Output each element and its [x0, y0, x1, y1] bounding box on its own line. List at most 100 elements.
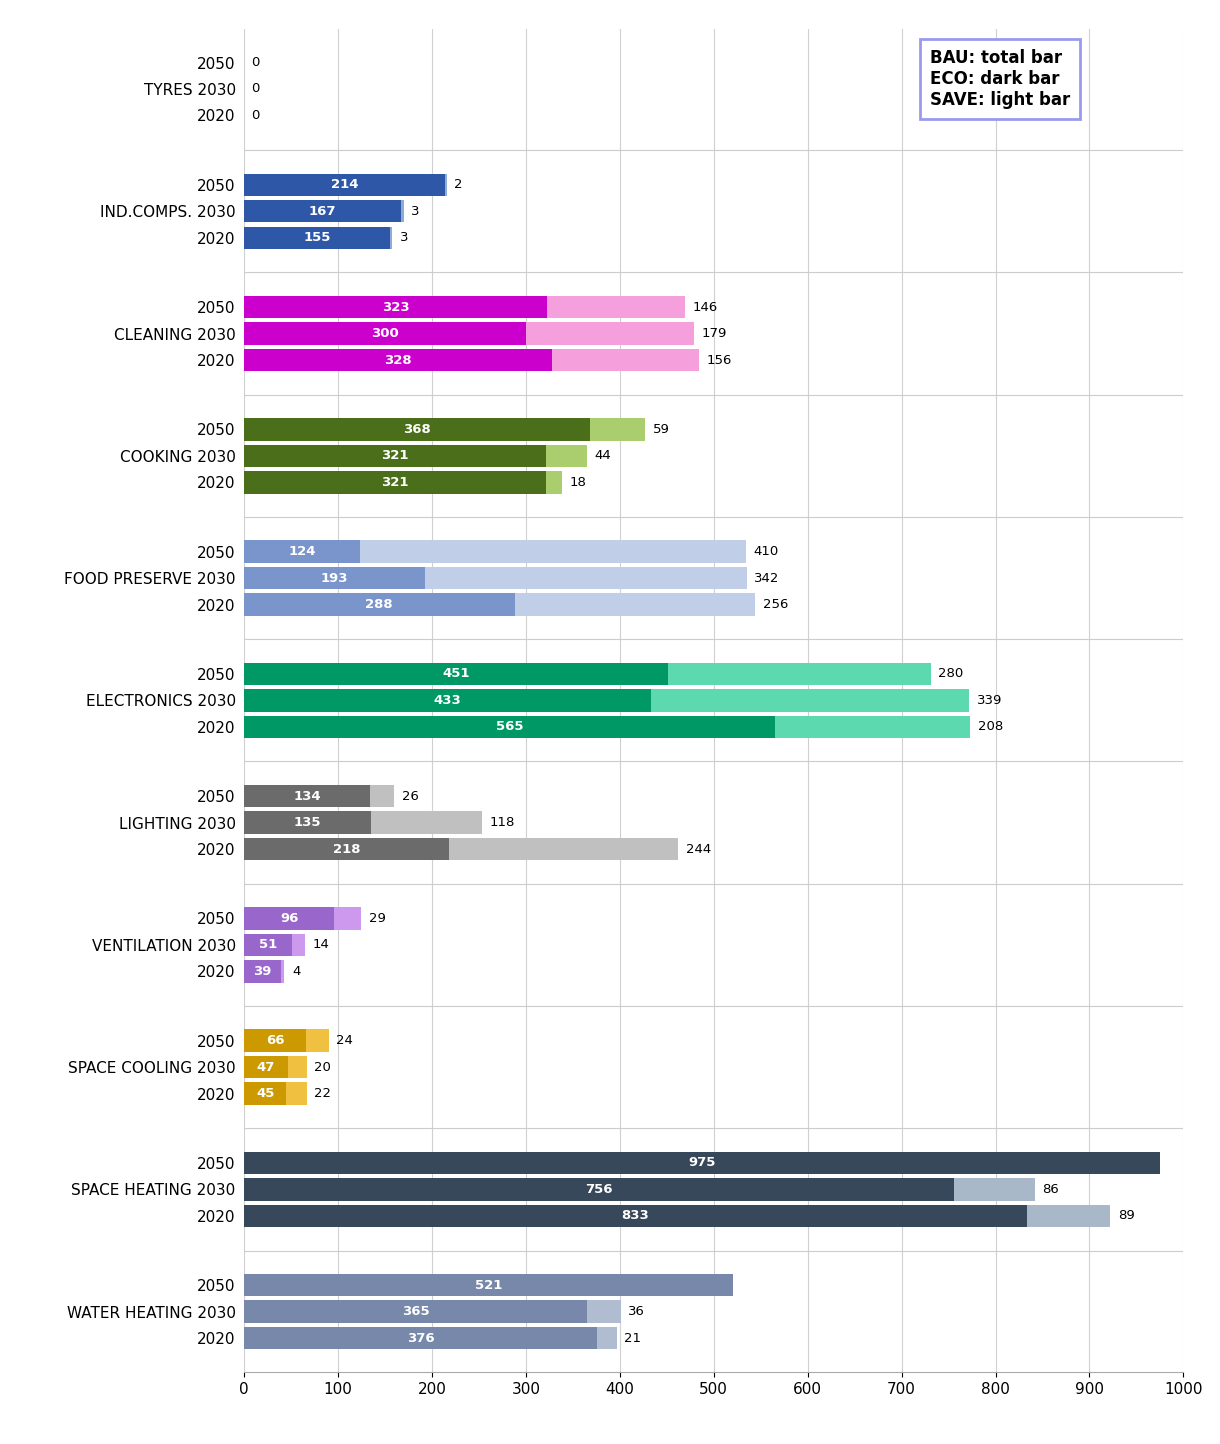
Bar	[288, 1056, 307, 1079]
Text: 451: 451	[442, 667, 470, 680]
Text: 833: 833	[621, 1210, 649, 1223]
Text: 51: 51	[259, 939, 277, 952]
Bar	[526, 322, 694, 345]
Text: 66: 66	[266, 1034, 284, 1047]
Text: 339: 339	[977, 693, 1002, 708]
Bar	[281, 960, 284, 982]
Text: 155: 155	[303, 231, 331, 244]
Text: 365: 365	[401, 1305, 429, 1318]
Text: 179: 179	[702, 326, 727, 339]
Bar	[244, 1030, 306, 1051]
Text: 39: 39	[253, 965, 272, 978]
Bar	[389, 227, 393, 248]
Bar	[244, 419, 589, 440]
Bar	[244, 960, 281, 982]
Bar	[292, 934, 305, 956]
Text: 118: 118	[489, 816, 515, 829]
Text: 20: 20	[315, 1061, 332, 1074]
Text: 321: 321	[381, 475, 409, 488]
Bar	[244, 201, 401, 222]
Text: 134: 134	[293, 790, 321, 803]
Bar	[360, 540, 745, 563]
Text: 96: 96	[279, 913, 298, 926]
Text: 47: 47	[257, 1061, 276, 1074]
Bar	[244, 471, 545, 494]
Bar	[244, 1301, 587, 1323]
Text: 14: 14	[312, 939, 329, 952]
Bar	[548, 296, 684, 318]
Bar	[449, 838, 678, 861]
Text: 214: 214	[331, 178, 359, 191]
Text: 167: 167	[309, 205, 337, 218]
Text: 288: 288	[366, 598, 393, 611]
Text: 24: 24	[336, 1034, 353, 1047]
Bar	[1026, 1204, 1110, 1227]
Bar	[244, 445, 545, 466]
Bar	[244, 716, 775, 738]
Text: 0: 0	[251, 108, 260, 121]
Text: 26: 26	[401, 790, 418, 803]
Text: 0: 0	[251, 82, 260, 95]
Text: 89: 89	[1118, 1210, 1135, 1223]
Bar	[244, 540, 360, 563]
Text: 4: 4	[292, 965, 300, 978]
Bar	[244, 838, 449, 861]
Text: 565: 565	[495, 721, 523, 734]
Text: 342: 342	[754, 572, 780, 585]
Text: 433: 433	[433, 693, 461, 708]
Bar	[553, 349, 699, 371]
Text: 218: 218	[333, 843, 360, 856]
Bar	[244, 1056, 288, 1079]
Bar	[587, 1301, 621, 1323]
Bar	[775, 716, 970, 738]
Text: 323: 323	[382, 300, 410, 313]
Text: 86: 86	[1042, 1183, 1059, 1196]
Text: 975: 975	[688, 1157, 716, 1170]
Bar	[244, 1178, 954, 1200]
Text: 135: 135	[294, 816, 321, 829]
Text: 3: 3	[400, 231, 409, 244]
Text: 368: 368	[403, 423, 431, 436]
Text: 280: 280	[938, 667, 964, 680]
Bar	[244, 689, 650, 712]
Bar	[244, 907, 334, 930]
Bar	[545, 445, 587, 466]
Text: 21: 21	[625, 1331, 642, 1344]
Bar	[244, 663, 667, 684]
Bar	[244, 227, 389, 248]
Bar	[244, 1083, 287, 1105]
Text: 376: 376	[406, 1331, 434, 1344]
Bar	[244, 1327, 598, 1349]
Text: 156: 156	[706, 354, 732, 367]
Text: 321: 321	[381, 449, 409, 462]
Bar	[244, 349, 553, 371]
Text: 0: 0	[251, 56, 260, 69]
Bar	[244, 173, 445, 196]
Bar	[667, 663, 931, 684]
Text: 300: 300	[371, 326, 399, 339]
Bar	[244, 593, 515, 615]
Bar	[589, 419, 645, 440]
Text: 244: 244	[686, 843, 711, 856]
Text: 45: 45	[256, 1087, 274, 1100]
Text: 29: 29	[368, 913, 386, 926]
Text: 328: 328	[384, 354, 412, 367]
Text: BAU: total bar
ECO: dark bar
SAVE: light bar: BAU: total bar ECO: dark bar SAVE: light…	[930, 49, 1070, 108]
Bar	[401, 201, 404, 222]
Bar	[650, 689, 969, 712]
Bar	[370, 786, 394, 807]
Text: 521: 521	[475, 1279, 503, 1292]
Bar	[244, 296, 548, 318]
Text: 208: 208	[977, 721, 1003, 734]
Text: 18: 18	[570, 475, 587, 488]
Bar	[244, 1152, 1160, 1174]
Bar	[244, 1204, 1026, 1227]
Text: 36: 36	[628, 1305, 645, 1318]
Bar	[244, 786, 370, 807]
Text: 410: 410	[753, 544, 778, 557]
Bar	[954, 1178, 1035, 1200]
Bar	[334, 907, 361, 930]
Text: 256: 256	[762, 598, 788, 611]
Bar	[371, 812, 482, 833]
Bar	[545, 471, 562, 494]
